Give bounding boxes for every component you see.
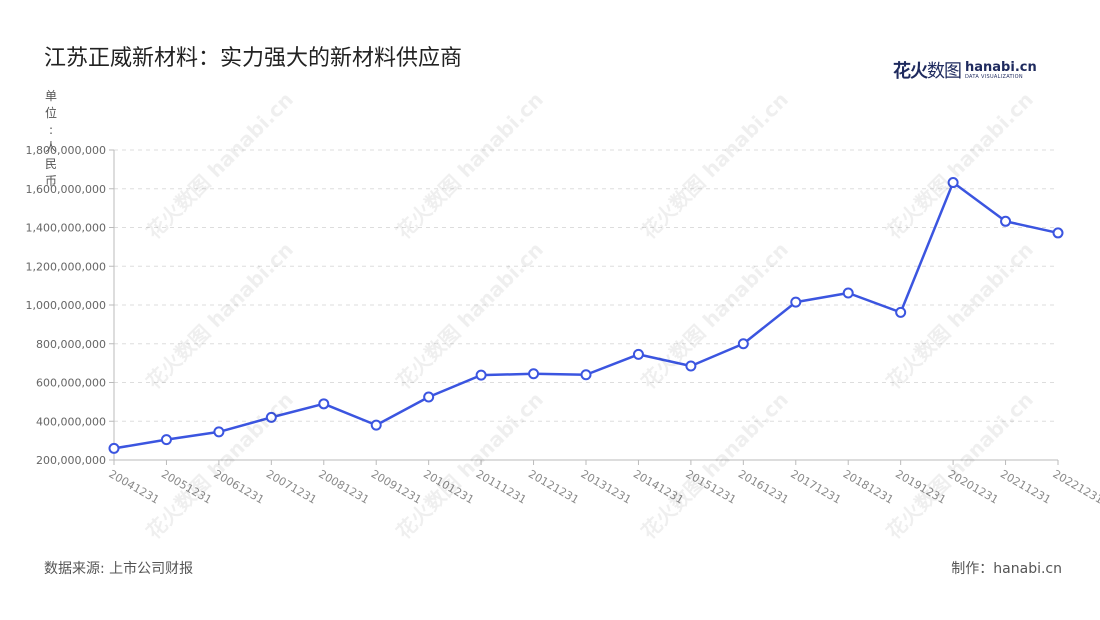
- hanabi-logo: 花火 数图 hanabi.cn DATA VISUALIZATION: [893, 58, 1037, 83]
- y-tick-label: 1,000,000,000: [26, 299, 106, 312]
- logo-en: hanabi.cn: [965, 59, 1037, 75]
- x-tick-label: 20091231: [369, 467, 424, 506]
- unit-char: 人: [44, 140, 57, 154]
- data-point: [895, 306, 907, 318]
- x-tick-label: 20081231: [316, 467, 371, 506]
- data-point: [265, 411, 277, 423]
- data-point: [318, 398, 330, 410]
- data-point: [737, 338, 749, 350]
- x-tick-label: 20181231: [841, 467, 896, 506]
- y-tick-label: 400,000,000: [36, 415, 106, 428]
- x-tick-label: 20171231: [788, 467, 843, 506]
- data-point: [475, 369, 487, 381]
- data-point: [370, 419, 382, 431]
- x-tick-label: 20051231: [159, 467, 214, 506]
- x-tick-label: 20101231: [421, 467, 476, 506]
- data-point: [580, 369, 592, 381]
- credit: 制作：hanabi.cn: [951, 561, 1062, 577]
- logo-cn: 数图: [927, 61, 962, 82]
- y-tick-label: 800,000,000: [36, 338, 106, 351]
- x-tick-label: 20221231: [1051, 467, 1100, 506]
- x-tick-label: 20201231: [946, 467, 1001, 506]
- data-point: [213, 426, 225, 438]
- x-tick-label: 20121231: [526, 467, 581, 506]
- x-tick-label: 20191231: [893, 467, 948, 506]
- unit-char: 单: [44, 89, 57, 103]
- data-source: 数据来源: 上市公司财报: [44, 561, 194, 577]
- x-tick-label: 20111231: [474, 467, 529, 506]
- chart-title: 江苏正威新材料：实力强大的新材料供应商: [44, 46, 463, 71]
- data-point: [108, 442, 120, 454]
- y-tick-label: 1,800,000,000: [26, 144, 106, 157]
- y-axis-unit-label: 单 位 : 人 民 币: [44, 88, 58, 190]
- unit-char: 币: [44, 174, 57, 188]
- data-point: [423, 391, 435, 403]
- data-point: [632, 348, 644, 360]
- y-tick-label: 1,200,000,000: [26, 260, 106, 273]
- x-tick-label: 20041231: [107, 467, 162, 506]
- data-point: [790, 296, 802, 308]
- x-tick-label: 20211231: [998, 467, 1053, 506]
- logo-sub: DATA VISUALIZATION: [965, 73, 1023, 80]
- data-point: [1000, 215, 1012, 227]
- data-point: [842, 287, 854, 299]
- unit-char: :: [48, 123, 54, 137]
- x-tick-label: 20141231: [631, 467, 686, 506]
- x-tick-label: 20151231: [683, 467, 738, 506]
- data-point: [528, 368, 540, 380]
- data-point: [947, 177, 959, 189]
- series-line: [113, 181, 1059, 450]
- x-tick-label: 20061231: [211, 467, 266, 506]
- unit-char: 民: [44, 157, 57, 171]
- y-tick-label: 1,600,000,000: [26, 183, 106, 196]
- unit-char: 位: [44, 106, 57, 120]
- x-tick-label: 20071231: [264, 467, 319, 506]
- y-tick-label: 200,000,000: [36, 454, 106, 467]
- y-tick-label: 1,400,000,000: [26, 222, 106, 235]
- data-point: [685, 360, 697, 372]
- data-point: [1052, 227, 1064, 239]
- data-point: [160, 434, 172, 446]
- x-tick-label: 20131231: [579, 467, 634, 506]
- y-tick-label: 600,000,000: [36, 377, 106, 390]
- x-tick-label: 20161231: [736, 467, 791, 506]
- logo-cn-bold: 花火: [893, 61, 928, 82]
